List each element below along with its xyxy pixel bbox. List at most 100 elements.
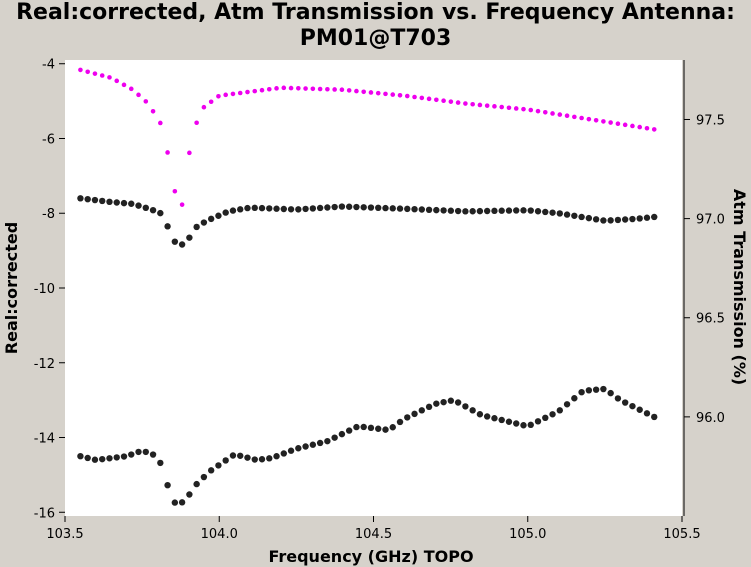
real_lower-point (309, 441, 317, 448)
real_upper-point (142, 204, 149, 212)
atm_transmission-point (216, 94, 221, 99)
real_lower-point (520, 422, 527, 429)
real_lower-point (462, 403, 469, 410)
real_lower-point (614, 395, 622, 402)
atm_transmission-point (325, 86, 330, 92)
atm_transmission-point (455, 100, 461, 105)
atm_transmission-point (448, 99, 454, 104)
atm_transmission-point (274, 86, 279, 91)
real_upper-point (375, 204, 382, 212)
atm_transmission-point (608, 120, 613, 125)
atm_transmission-point (492, 104, 497, 109)
atm_transmission-point (550, 111, 555, 116)
atm_transmission-point (332, 87, 337, 92)
real_upper-point (360, 204, 367, 211)
real_upper-point (534, 208, 542, 215)
real_lower-point (345, 427, 353, 434)
real_lower-point (418, 407, 426, 414)
atm_transmission-point (651, 127, 657, 132)
atm_transmission-point (194, 120, 199, 126)
real_lower-point (84, 454, 91, 462)
real_upper-point (505, 207, 513, 214)
real_lower-point (469, 407, 476, 414)
real_upper-point (237, 206, 244, 213)
real_upper-point (207, 215, 215, 223)
ticks-layer: 103.5 104.0 104.5 105.0 105.5 -4 -6 -8 -10 -12 -14… (34, 58, 725, 542)
real_upper-point (563, 211, 571, 218)
real_lower-point (592, 386, 600, 393)
real_lower-point (375, 425, 382, 432)
real_upper-point (498, 207, 505, 214)
atm_transmission-point (136, 92, 141, 98)
atm_transmission-point (339, 87, 345, 93)
atm_transmission-point (463, 101, 468, 106)
y-tick-label: -16 (34, 506, 55, 521)
real_lower-point (411, 410, 418, 418)
real_lower-point (222, 457, 229, 464)
real_upper-point (600, 217, 607, 224)
real_upper-point (99, 197, 106, 205)
real_upper-point (178, 241, 186, 248)
atm_transmission-point (528, 107, 534, 113)
real_lower-point (186, 491, 193, 498)
atm_transmission-point (521, 106, 526, 112)
atm_transmission-point (296, 86, 301, 91)
real_lower-point (600, 385, 607, 393)
y2-tick-label: 97.5 (696, 113, 725, 128)
x-tick-label: 103.5 (46, 527, 83, 542)
real_upper-point (636, 215, 643, 222)
chart-title-line-2: PM01@T703 (299, 26, 452, 51)
real_lower-point (157, 459, 164, 467)
real_upper-point (353, 203, 360, 211)
atm_transmission-point (121, 82, 127, 88)
real_lower-point (636, 406, 643, 413)
real_lower-point (324, 437, 331, 445)
real_lower-point (563, 401, 571, 408)
y-axis-title: Real:corrected (2, 222, 21, 354)
x-tick-label: 105.0 (509, 527, 546, 542)
real_upper-point (84, 195, 91, 203)
real_lower-point (491, 415, 498, 422)
real_lower-point (505, 418, 513, 425)
atm_transmission-point (172, 188, 178, 194)
x-tick-label: 104.5 (355, 527, 392, 542)
real_upper-point (164, 223, 171, 230)
real_lower-point (215, 462, 222, 469)
atm_transmission-point (426, 96, 432, 102)
real_lower-point (433, 400, 440, 407)
points-layer (77, 67, 658, 506)
real_upper-point (462, 208, 469, 215)
real_lower-point (91, 456, 99, 463)
real_upper-point (382, 204, 389, 212)
real_upper-point (258, 204, 266, 212)
real_lower-point (266, 455, 273, 462)
y-tick-label: -8 (42, 207, 55, 222)
atm_transmission-point (593, 117, 599, 123)
real_upper-point (273, 205, 280, 212)
real_lower-point (77, 453, 84, 460)
real_upper-point (411, 205, 418, 213)
atm_transmission-point (201, 104, 207, 110)
atm_transmission-point (434, 97, 439, 103)
real_upper-point (244, 204, 251, 212)
real_lower-point (200, 473, 208, 481)
real_lower-point (120, 453, 128, 460)
x-tick-label: 105.5 (663, 527, 700, 542)
real_lower-point (396, 418, 404, 426)
real_upper-point (215, 212, 222, 219)
atm_transmission-point (150, 108, 156, 114)
atm_transmission-point (375, 90, 381, 96)
real_upper-point (316, 204, 324, 212)
real_upper-point (396, 205, 404, 212)
real_upper-point (367, 204, 375, 211)
real_upper-point (171, 238, 179, 245)
atm_transmission-point (92, 71, 98, 76)
atm_transmission-point (303, 86, 308, 91)
real_upper-point (592, 216, 600, 223)
real_lower-point (244, 454, 251, 461)
atm_transmission-point (368, 90, 374, 95)
atm_transmission-point (615, 121, 621, 126)
real_upper-point (200, 219, 208, 226)
real_upper-point (621, 216, 629, 223)
real_lower-point (513, 420, 520, 427)
